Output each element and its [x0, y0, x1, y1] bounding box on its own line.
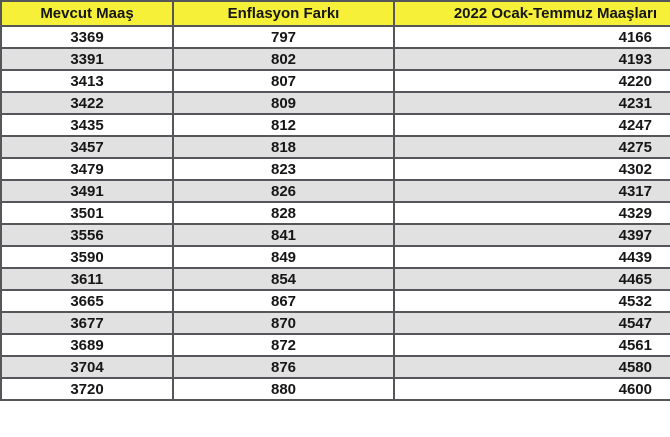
table-cell: 3501 [0, 201, 174, 225]
table-cell: 3369 [0, 25, 174, 49]
table-row: 3413 807 4220 [0, 69, 670, 93]
column-header-enflasyon-farki: Enflasyon Farkı [172, 0, 395, 27]
table-cell: 3479 [0, 157, 174, 181]
table-cell: 4561 [393, 333, 670, 357]
table-row: 3689 872 4561 [0, 333, 670, 357]
table-cell: 880 [172, 377, 395, 401]
table-cell: 807 [172, 69, 395, 93]
table-cell: 4166 [393, 25, 670, 49]
table-row: 3611 854 4465 [0, 267, 670, 291]
table-cell: 3611 [0, 267, 174, 291]
table-cell: 3689 [0, 333, 174, 357]
table-cell: 849 [172, 245, 395, 269]
table-cell: 823 [172, 157, 395, 181]
table-cell: 3720 [0, 377, 174, 401]
table-cell: 3457 [0, 135, 174, 159]
table-row: 3422 809 4231 [0, 91, 670, 115]
table-cell: 870 [172, 311, 395, 335]
table-row: 3665 867 4532 [0, 289, 670, 313]
table-cell: 872 [172, 333, 395, 357]
table-cell: 3556 [0, 223, 174, 247]
table-row: 3491 826 4317 [0, 179, 670, 203]
table-row: 3479 823 4302 [0, 157, 670, 181]
table-cell: 4600 [393, 377, 670, 401]
table-cell: 4247 [393, 113, 670, 137]
table-cell: 812 [172, 113, 395, 137]
table-row: 3590 849 4439 [0, 245, 670, 269]
table-cell: 4231 [393, 91, 670, 115]
table-row: 3720 880 4600 [0, 377, 670, 401]
table-cell: 4275 [393, 135, 670, 159]
table-cell: 4532 [393, 289, 670, 313]
table-cell: 802 [172, 47, 395, 71]
table-row: 3501 828 4329 [0, 201, 670, 225]
table-row: 3369 797 4166 [0, 25, 670, 49]
table-cell: 4193 [393, 47, 670, 71]
table-row: 3677 870 4547 [0, 311, 670, 335]
table-cell: 4329 [393, 201, 670, 225]
table-cell: 3413 [0, 69, 174, 93]
table-row: 3556 841 4397 [0, 223, 670, 247]
table-cell: 4465 [393, 267, 670, 291]
table-cell: 828 [172, 201, 395, 225]
table-row: 3704 876 4580 [0, 355, 670, 379]
table-cell: 841 [172, 223, 395, 247]
header-row: Mevcut Maaş Enflasyon Farkı 2022 Ocak-Te… [0, 0, 670, 27]
table-body: 3369 797 4166 3391 802 4193 3413 807 4220 3422 809… [0, 25, 670, 401]
table-cell: 818 [172, 135, 395, 159]
table-cell: 4317 [393, 179, 670, 203]
table-cell: 3491 [0, 179, 174, 203]
table-cell: 809 [172, 91, 395, 115]
table-row: 3457 818 4275 [0, 135, 670, 159]
table-cell: 3704 [0, 355, 174, 379]
table-row: 3391 802 4193 [0, 47, 670, 71]
table-cell: 4220 [393, 69, 670, 93]
table-cell: 4580 [393, 355, 670, 379]
table-cell: 3677 [0, 311, 174, 335]
column-header-mevcut-maas: Mevcut Maaş [0, 0, 174, 27]
table-cell: 3665 [0, 289, 174, 313]
table-cell: 826 [172, 179, 395, 203]
table-cell: 3391 [0, 47, 174, 71]
table-cell: 4547 [393, 311, 670, 335]
table-cell: 3435 [0, 113, 174, 137]
table-cell: 867 [172, 289, 395, 313]
table-cell: 876 [172, 355, 395, 379]
table-cell: 3590 [0, 245, 174, 269]
table-cell: 4397 [393, 223, 670, 247]
table-row: 3435 812 4247 [0, 113, 670, 137]
table-cell: 854 [172, 267, 395, 291]
column-header-2022-ocak-temmuz-maaslari: 2022 Ocak-Temmuz Maaşları [393, 0, 670, 27]
salary-table: Mevcut Maaş Enflasyon Farkı 2022 Ocak-Te… [0, 0, 670, 401]
table-cell: 797 [172, 25, 395, 49]
table-cell: 4439 [393, 245, 670, 269]
table-cell: 3422 [0, 91, 174, 115]
table-cell: 4302 [393, 157, 670, 181]
